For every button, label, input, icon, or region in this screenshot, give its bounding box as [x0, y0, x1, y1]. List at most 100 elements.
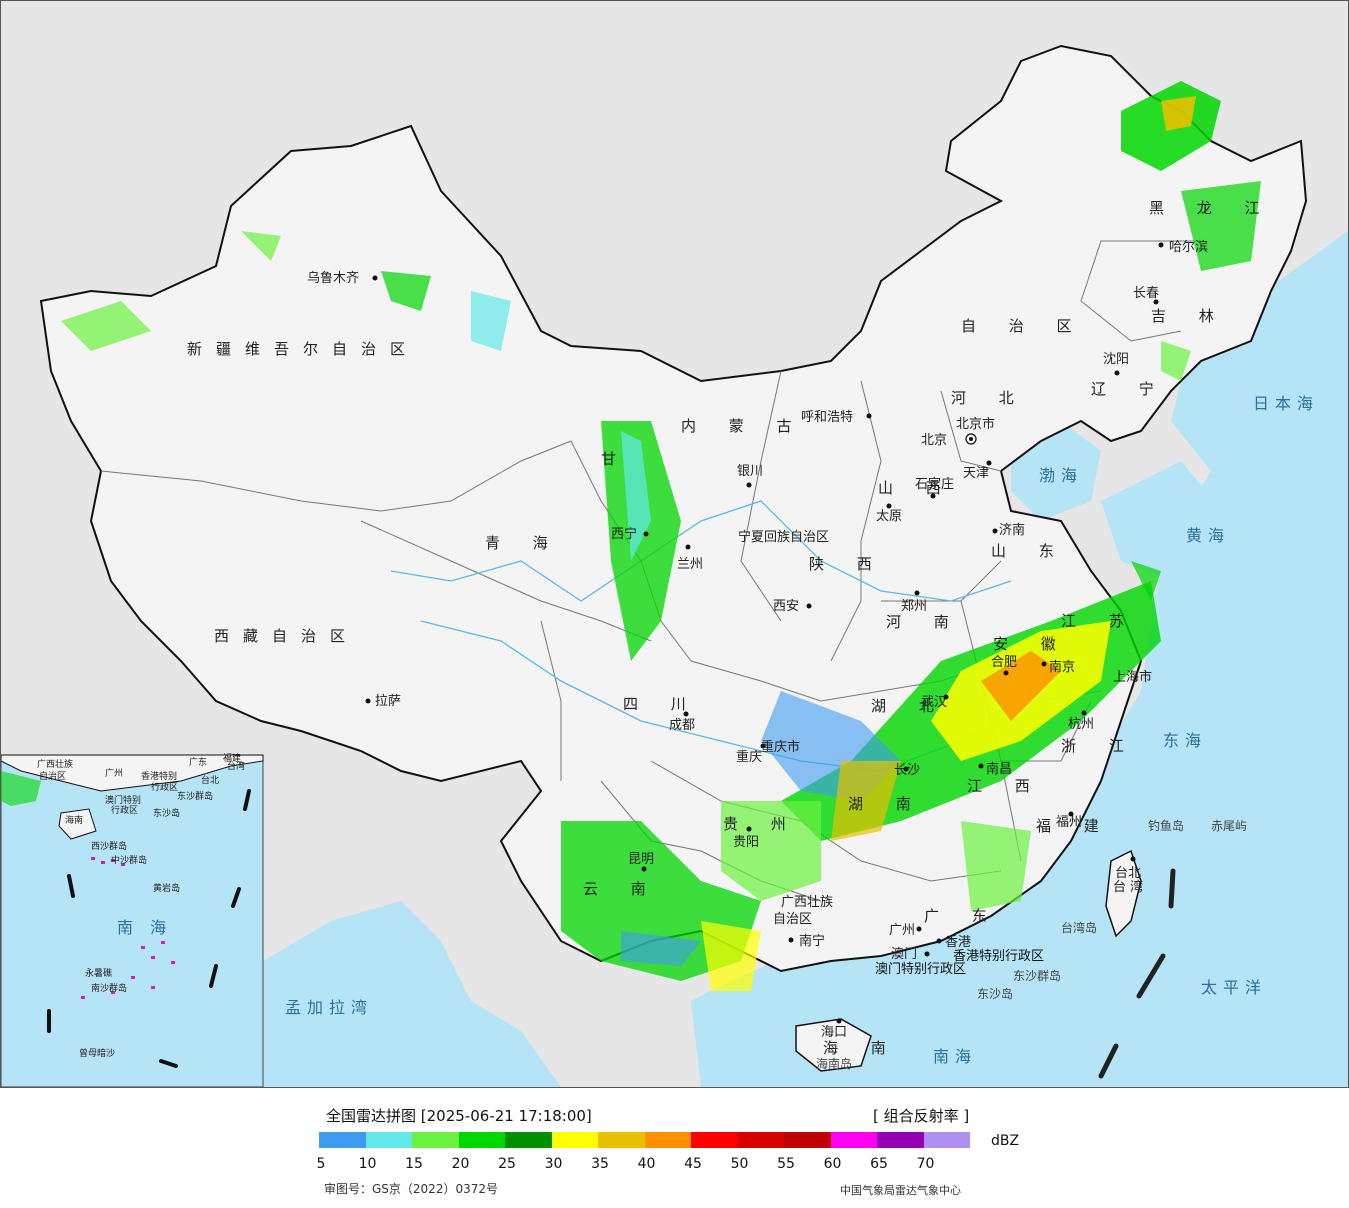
- legend-tick: 45: [684, 1156, 702, 1172]
- label-shandong: 山 东: [991, 542, 1068, 560]
- legend-tick: 35: [591, 1156, 609, 1172]
- label-anhui: 安 徽: [993, 635, 1070, 653]
- city-lhasa: 拉萨: [375, 694, 401, 709]
- svg-text:海南: 海南: [65, 814, 83, 826]
- city-urumqi: 乌鲁木齐: [307, 270, 359, 286]
- svg-text:永暑礁: 永暑礁: [85, 967, 112, 979]
- city-wuhan: 武汉: [921, 695, 947, 710]
- label-yunnan: 云 南: [583, 880, 660, 898]
- label-shanxi: 山 西: [878, 479, 955, 497]
- svg-text:广西壮族: 广西壮族: [37, 758, 73, 770]
- svg-text:东沙岛: 东沙岛: [153, 807, 180, 819]
- city-xianggang: 香港: [945, 935, 971, 950]
- label-ningxia: 宁夏回族自治区: [738, 529, 829, 545]
- sea-area: [691, 261, 1348, 1087]
- label-xianggang-sar: 香港特别行政区: [953, 949, 1044, 964]
- label-tianjin: 天津: [963, 466, 989, 481]
- legend-tick: 55: [777, 1156, 795, 1172]
- organization: 中国气象局雷达气象中心: [840, 1184, 961, 1197]
- radar-map: 新疆维吾尔自治区 西藏自治区 青 海 甘 内 蒙 古 自 治 区 黑 龙 江 吉…: [0, 0, 1349, 1088]
- legend-title: 全国雷达拼图 [2025-06-21 17:18:00]: [326, 1107, 592, 1125]
- svg-text:自治区: 自治区: [39, 770, 66, 782]
- svg-text:行政区: 行政区: [151, 781, 178, 793]
- label-guangdong: 广 东: [924, 907, 1001, 925]
- label-jilin: 吉 林: [1151, 307, 1228, 325]
- island-taiwandao: 台湾岛: [1061, 920, 1097, 935]
- label-hainan: 海 南: [823, 1039, 900, 1057]
- city-chengdu: 成都: [669, 718, 695, 733]
- svg-text:东沙群岛: 东沙群岛: [177, 790, 213, 802]
- label-shaanxi: 陕 西: [809, 555, 886, 573]
- radar-echoes: [61, 81, 1261, 991]
- legend-tick: 40: [637, 1156, 656, 1172]
- approval-number: 审图号：GS京（2022）0372号: [324, 1182, 498, 1196]
- svg-text:台北: 台北: [201, 774, 219, 786]
- city-chongqing: 重庆: [736, 749, 762, 765]
- legend-tick: 30: [544, 1156, 563, 1172]
- legend-swatch: [505, 1132, 552, 1148]
- label-heilongjiang: 黑 龙 江: [1149, 199, 1274, 217]
- label-neimenggu2: 自 治 区: [961, 317, 1086, 335]
- legend-unit: dBZ: [991, 1133, 1020, 1149]
- sea-bohai: 渤海: [1039, 466, 1083, 485]
- city-hohhot: 呼和浩特: [801, 410, 853, 425]
- sea-huanghai: 黄海: [1186, 526, 1230, 545]
- svg-text:黄岩岛: 黄岩岛: [153, 882, 180, 894]
- legend-swatch: [737, 1132, 784, 1148]
- city-hangzhou: 杭州: [1068, 717, 1094, 732]
- island-dongsha: 东沙群岛: [1013, 968, 1061, 983]
- label-beijing: 北京: [921, 433, 947, 448]
- city-yinchuan: 银川: [737, 464, 763, 479]
- city-jinan: 济南: [999, 522, 1025, 538]
- svg-text:南沙群岛: 南沙群岛: [91, 982, 127, 994]
- legend-tick: 65: [870, 1156, 888, 1172]
- city-taiyuan: 太原: [876, 509, 902, 524]
- city-xian: 西安: [773, 599, 799, 614]
- legend-swatch: [691, 1132, 738, 1148]
- legend-swatch: [784, 1132, 831, 1148]
- city-nanchang: 南昌: [986, 761, 1012, 777]
- legend-tick: 60: [823, 1156, 842, 1172]
- island-chiwei: 赤尾屿: [1211, 819, 1247, 833]
- legend-tick: 50: [730, 1156, 749, 1172]
- inset-labels: 香港特别 行政区 澳门特别 行政区 东沙群岛 东沙岛 西沙群岛 中沙群岛 黄岩岛…: [37, 752, 245, 1059]
- city-haikou: 海口: [821, 1025, 847, 1040]
- legend-swatch: [365, 1132, 412, 1148]
- legend-tick: 5: [316, 1156, 326, 1172]
- taiwan-island: [1105, 849, 1142, 938]
- mengjiala-sea: [263, 901, 561, 1087]
- svg-text:广州: 广州: [105, 767, 123, 779]
- label-liaoning: 辽 宁: [1091, 380, 1168, 398]
- legend-swatch: [458, 1132, 505, 1148]
- label-chongqing: 重庆市: [761, 739, 800, 755]
- city-changchun: 长春: [1133, 286, 1159, 301]
- city-aomen: 澳门: [891, 946, 917, 962]
- city-harbin: 哈尔滨: [1169, 239, 1208, 255]
- label-guangxi2: 自治区: [773, 912, 812, 927]
- label-fujian: 福 建: [1036, 817, 1113, 835]
- label-neimenggu: 内 蒙 古: [681, 417, 806, 435]
- sea-nanhai: 南海: [933, 1047, 977, 1066]
- hainan-island: [795, 1018, 872, 1072]
- island-dongshadao: 东沙岛: [977, 986, 1013, 1001]
- city-nanning: 南宁: [799, 933, 825, 949]
- city-beijingshi: 北京市: [956, 416, 995, 432]
- sea-mengjiala: 孟加拉湾: [285, 998, 373, 1017]
- city-lanzhou: 兰州: [677, 557, 703, 572]
- legend-product: [ 组合反射率 ]: [873, 1107, 970, 1125]
- label-hebei: 河 北: [951, 389, 1028, 407]
- city-fuzhou: 福州: [1056, 815, 1082, 830]
- sea-nanhai-inset: 南 海: [117, 918, 172, 937]
- city-taibei: 台北: [1115, 866, 1141, 881]
- city-labels: 乌鲁木齐 拉萨 西宁 兰州 银川 呼和浩特 哈尔滨 长春 沈阳 石家庄 太原 济…: [307, 239, 1208, 1040]
- map-canvas: 新疆维吾尔自治区 西藏自治区 青 海 甘 内 蒙 古 自 治 区 黑 龙 江 吉…: [1, 44, 1348, 1087]
- label-jiangsu: 江 苏: [1061, 612, 1138, 630]
- label-sichuan: 四 川: [623, 695, 700, 713]
- legend-panel: 全国雷达拼图 [2025-06-21 17:18:00] [ 组合反射率 ] d…: [0, 1088, 1349, 1208]
- city-hefei: 合肥: [991, 655, 1017, 670]
- legend-tick: 15: [405, 1156, 423, 1172]
- label-aomen-sar: 澳门特别行政区: [875, 961, 966, 977]
- sea-boundary-dashes: [1098, 868, 1176, 1079]
- svg-text:香港特别: 香港特别: [141, 770, 177, 782]
- svg-text:福建: 福建: [223, 752, 241, 764]
